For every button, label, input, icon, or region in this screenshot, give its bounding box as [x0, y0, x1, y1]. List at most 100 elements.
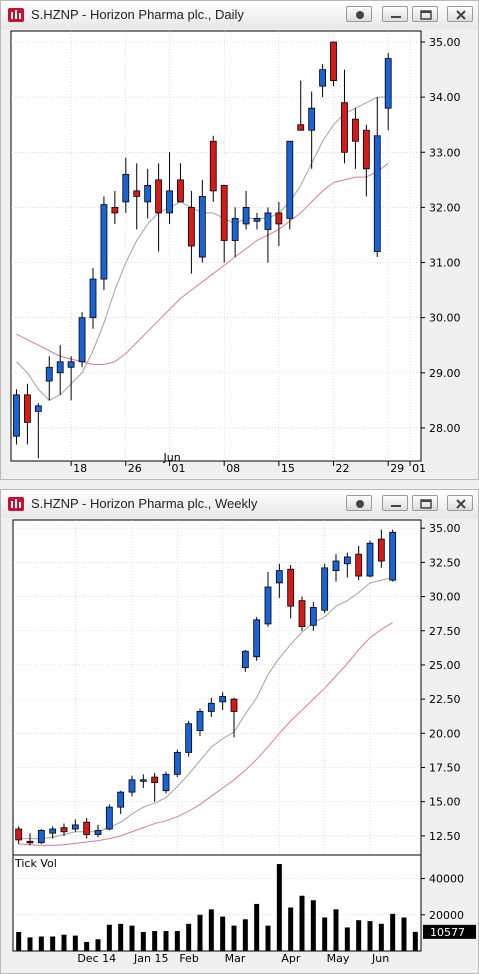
x-tick-label: 01: [412, 462, 426, 475]
candle-up: [100, 204, 108, 280]
candle-up: [37, 829, 45, 844]
y-tick-label: 12.50: [429, 830, 461, 843]
close-button[interactable]: [447, 6, 473, 22]
restore-button[interactable]: [412, 6, 438, 22]
volume-bar: [129, 925, 135, 951]
candle-down: [377, 538, 385, 562]
plot-area: [10, 30, 422, 462]
volume-bar: [378, 923, 384, 951]
weekly-window-title: S.HZNP - Horizon Pharma plc., Weekly: [31, 496, 258, 511]
volume-bar: [310, 900, 316, 951]
restore-button[interactable]: [412, 495, 438, 511]
close-button[interactable]: [447, 495, 473, 511]
candle-up: [253, 218, 261, 222]
candle-up: [67, 361, 75, 368]
candle-up: [241, 650, 249, 669]
volume-bar: [242, 919, 248, 951]
y-tick-label: 20.00: [429, 727, 461, 740]
volume-bar: [288, 907, 294, 951]
daily-candlestick-chart[interactable]: 28.00 29.00 30.00 31.00 32.00 33.00 34.00 35.00…: [1, 29, 478, 479]
candle-down: [187, 207, 195, 247]
candle-down: [230, 698, 238, 712]
record-button[interactable]: [346, 495, 372, 511]
volume-bar: [186, 923, 192, 951]
x-month-label: Jun: [163, 451, 181, 464]
plot-area: [12, 519, 422, 856]
candle-up: [373, 135, 381, 252]
volume-pane: [12, 854, 422, 952]
last-volume-label-box: [423, 924, 476, 939]
fast-moving-average-line: [18, 576, 393, 840]
candle-up: [319, 69, 327, 87]
candle-down: [83, 821, 91, 835]
candle-up: [309, 607, 317, 626]
slow-moving-average-line: [16, 162, 389, 366]
candle-up: [366, 542, 374, 577]
candle-down: [15, 828, 23, 841]
candle-up: [34, 405, 42, 412]
weekly-window-titlebar[interactable]: S.HZNP - Horizon Pharma plc., Weekly: [1, 490, 478, 518]
candle-down: [26, 840, 34, 844]
candle-up: [198, 195, 206, 258]
candle-up: [231, 218, 239, 241]
record-button[interactable]: [346, 6, 372, 22]
y-tick-label: 30.00: [429, 312, 461, 325]
candle-up: [384, 58, 392, 109]
candle-up: [89, 278, 97, 319]
candle-up: [343, 556, 351, 565]
x-tick-label: Mar: [225, 952, 246, 965]
weekly-chart-window: S.HZNP - Horizon Pharma plc., Weekly 12.…: [0, 489, 479, 974]
volume-bar: [333, 909, 339, 951]
y-tick-label: 35.00: [429, 522, 461, 535]
x-tick-label: 15: [281, 462, 295, 475]
x-tick-label: 18: [73, 462, 87, 475]
volume-bar: [106, 924, 112, 951]
candle-down: [23, 394, 31, 423]
daily-window-title: S.HZNP - Horizon Pharma plc., Daily: [31, 7, 244, 22]
y-tick-label: 17.50: [429, 761, 461, 774]
volume-y-tick-label: 20000: [429, 909, 464, 922]
volume-bar: [231, 925, 237, 951]
x-tick-label: Apr: [281, 952, 301, 965]
volume-bar: [152, 931, 158, 951]
candle-up: [117, 791, 125, 808]
candle-up: [286, 140, 294, 219]
y-tick-label: 22.50: [429, 693, 461, 706]
candle-up: [45, 366, 53, 382]
candle-up: [78, 317, 86, 363]
candle-down: [177, 179, 184, 203]
candle-up: [122, 173, 130, 203]
y-tick-label: 31.00: [429, 257, 461, 270]
volume-bar: [401, 917, 407, 951]
weekly-candlestick-chart[interactable]: 12.50 15.00 17.50 20.00 22.50 25.00 27.50 30.00…: [1, 518, 478, 973]
candle-up: [173, 752, 181, 775]
candle-up: [253, 619, 261, 658]
chart-app-icon: [8, 8, 24, 22]
x-tick-label: 29: [390, 462, 404, 475]
y-tick-label: 35.00: [429, 36, 461, 49]
volume-bar: [356, 920, 362, 951]
x-tick-label: Jun: [371, 952, 389, 965]
minimize-button[interactable]: [382, 495, 408, 511]
candle-up: [264, 586, 272, 625]
volume-pane-title: Tick Vol: [14, 857, 57, 870]
candle-up: [242, 207, 250, 225]
x-tick-label: 22: [336, 462, 350, 475]
candle-down: [220, 184, 228, 241]
candle-up: [166, 190, 173, 214]
daily-window-titlebar[interactable]: S.HZNP - Horizon Pharma plc., Daily: [1, 1, 478, 29]
y-tick-label: 30.00: [429, 591, 461, 604]
y-tick-label: 28.00: [429, 422, 461, 435]
candle-up: [185, 723, 193, 753]
x-tick-label: May: [327, 952, 350, 965]
candle-down: [209, 140, 217, 192]
volume-bar: [367, 921, 373, 951]
y-tick-label: 32.00: [429, 201, 461, 214]
candle-up: [321, 567, 329, 611]
minimize-button[interactable]: [382, 6, 408, 22]
volume-bar: [50, 936, 56, 951]
y-tick-label: 27.50: [429, 625, 461, 638]
volume-bar: [38, 936, 44, 951]
candle-down: [151, 776, 159, 783]
candle-down: [155, 179, 163, 214]
